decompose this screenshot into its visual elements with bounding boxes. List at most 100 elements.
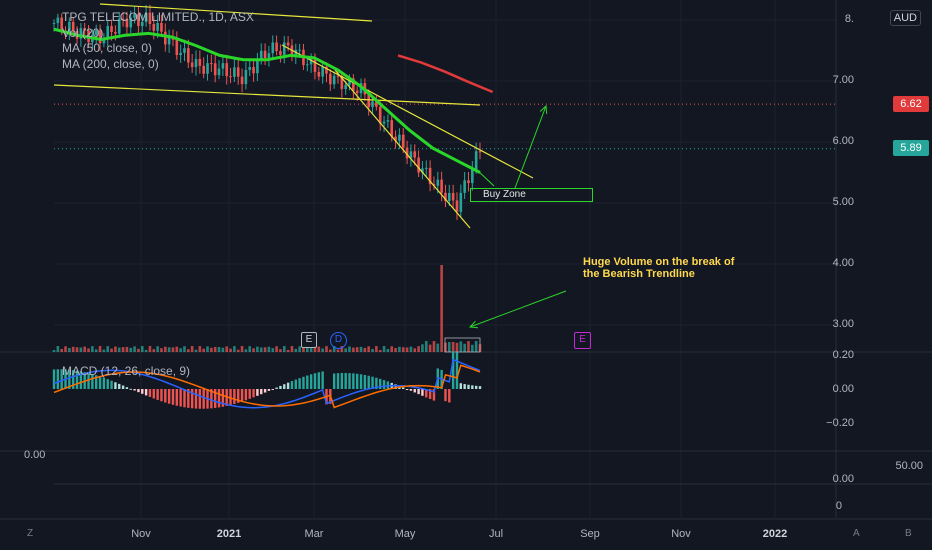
candle-body <box>160 22 163 32</box>
macd-histogram-bar <box>382 380 386 389</box>
volume-annotation: Huge Volume on the break of the Bearish … <box>583 256 734 280</box>
timezone-button[interactable]: Z <box>27 528 34 539</box>
macd-histogram-bar <box>187 389 190 408</box>
volume-bar <box>229 348 232 352</box>
auto-scale-button[interactable]: A <box>853 528 860 539</box>
candle-body <box>210 63 213 65</box>
macd-histogram-bar <box>171 389 175 405</box>
earnings-marker[interactable]: E <box>301 332 317 348</box>
macd-histogram <box>52 351 482 409</box>
macd-histogram-bar <box>340 373 344 389</box>
volume-bar <box>317 346 321 352</box>
macd-histogram-bar <box>459 383 463 389</box>
macd-histogram-bar <box>106 379 109 389</box>
volume-bar <box>413 348 417 352</box>
volume-bar <box>148 346 152 352</box>
macd-histogram-bar <box>371 376 374 389</box>
candle-body <box>309 58 313 65</box>
volume-bar <box>248 346 252 352</box>
dividend-marker[interactable]: D <box>330 332 347 349</box>
ma200-legend[interactable]: MA (200, close, 0) <box>62 56 159 71</box>
macd-histogram-bar <box>160 389 163 402</box>
currency-badge[interactable]: AUD <box>889 10 921 26</box>
macd-histogram-bar <box>367 375 370 389</box>
price-axis-label: 4.00 <box>832 257 854 269</box>
macd-histogram-bar <box>102 377 106 389</box>
volume-bar <box>348 346 351 352</box>
volume-bar <box>294 348 298 352</box>
volume-bar <box>432 341 436 352</box>
volume-bar <box>244 349 248 352</box>
volume-bar <box>344 348 347 352</box>
earnings-marker-future[interactable]: E <box>574 332 591 349</box>
candle-body <box>474 151 478 170</box>
ma50-legend[interactable]: MA (50, close, 0) <box>62 41 153 55</box>
candle-body <box>421 168 424 173</box>
volume-bar <box>298 346 301 352</box>
candle-body <box>390 120 394 137</box>
candle-body <box>140 22 144 26</box>
candle-body <box>313 58 317 72</box>
volume-bar <box>98 346 102 352</box>
candle-body <box>371 101 374 108</box>
candle-body <box>348 78 351 85</box>
macd-histogram-bar <box>148 389 152 397</box>
volume-bar <box>451 341 455 352</box>
volume-bar <box>187 349 190 352</box>
candle-body <box>217 68 221 76</box>
volume-bar <box>352 347 355 352</box>
candle-body <box>263 50 267 59</box>
volume-bar <box>467 341 470 352</box>
time-axis-label: 2021 <box>216 528 242 540</box>
arrow-shaft <box>469 290 567 328</box>
candle-body <box>298 49 301 51</box>
macd-axis-label: −0.20 <box>826 417 854 429</box>
volume-bar <box>371 348 374 352</box>
macd-histogram-bar <box>478 386 482 389</box>
volume-bar <box>206 346 209 352</box>
candle-body <box>68 21 71 32</box>
candle-body <box>463 180 466 193</box>
macd-histogram-bar <box>167 389 171 404</box>
macd-histogram-bar <box>313 373 317 389</box>
volume-bar <box>60 348 63 352</box>
price-axis-label: 8. <box>844 13 854 25</box>
volume-bar <box>152 349 156 352</box>
volume-bar <box>129 347 133 352</box>
bar-scale-button[interactable]: B <box>905 528 912 539</box>
candle-body <box>325 66 328 74</box>
candle-body <box>305 64 309 66</box>
candle-body <box>114 32 117 34</box>
candle-body <box>213 63 217 76</box>
volume-bar <box>463 343 466 352</box>
volume-bar <box>91 346 94 352</box>
macd-histogram-bar <box>321 371 324 389</box>
candle-body <box>455 200 459 212</box>
candle-body <box>321 66 324 77</box>
macd-histogram-bar <box>248 389 251 399</box>
candle-body <box>129 17 133 28</box>
volume-bar <box>190 346 194 352</box>
volume-bar <box>436 343 440 352</box>
macd-histogram-bar <box>244 389 248 401</box>
candle-body <box>256 60 259 74</box>
macd-histogram-bar <box>405 389 409 390</box>
volume-bar <box>305 346 309 352</box>
macd-histogram-bar <box>133 389 136 391</box>
macd-histogram-bar <box>156 389 159 400</box>
macd-histogram-bar <box>260 389 263 395</box>
symbol-title[interactable]: TPG TELECOM LIMITED., 1D, ASX <box>62 10 254 24</box>
volume-bar <box>217 347 221 352</box>
time-axis-label: Nov <box>671 528 691 540</box>
trendline <box>334 69 471 229</box>
macd-legend[interactable]: MACD (12, 26, close, 9) <box>62 364 191 378</box>
vol-legend[interactable]: Vol (20) <box>62 25 104 40</box>
volume-bar <box>271 348 275 352</box>
volume-bar <box>252 348 255 352</box>
candle-body <box>94 30 98 35</box>
macd-histogram-bar <box>467 384 470 389</box>
candle-body <box>252 67 255 74</box>
macd-histogram-bar <box>237 389 240 403</box>
volume-bar <box>233 346 236 352</box>
